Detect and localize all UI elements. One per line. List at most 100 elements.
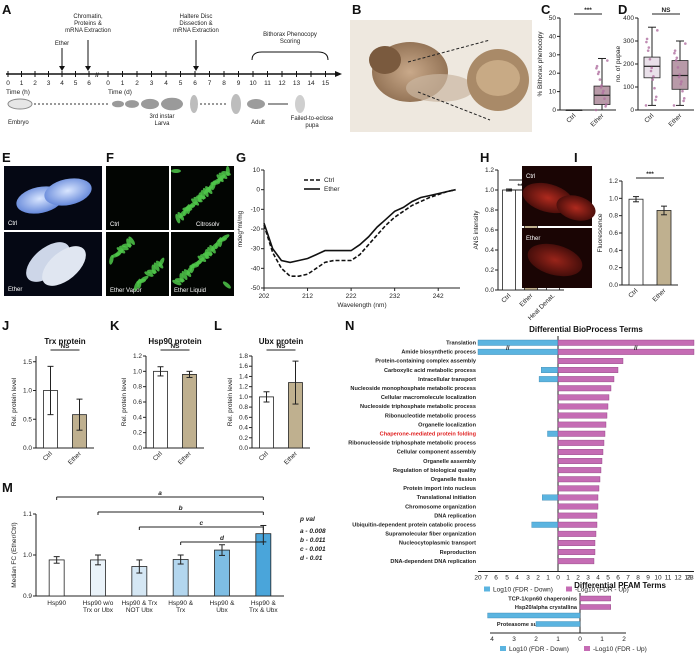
y-tick-label: 0.8 — [609, 213, 618, 220]
y-tick-label: 0.4 — [133, 414, 142, 421]
cell-blob — [126, 238, 132, 248]
hour-tick-label: 0 — [6, 80, 10, 87]
chart-title: Trx protein — [44, 337, 85, 346]
up-bar — [557, 394, 610, 401]
bar — [259, 396, 274, 449]
day-tick-label: 8 — [222, 80, 226, 87]
term-label: Chaperone-mediated protein folding — [380, 432, 477, 438]
x-tick-label: 232 — [389, 293, 400, 300]
term-label: Amide biosynthetic process — [401, 350, 476, 356]
y-axis-label: mdeg*ml/mg — [237, 210, 244, 247]
y-tick-label: 1.2 — [609, 178, 618, 185]
up-bar — [579, 604, 611, 610]
term-label: Protein import into nucleus — [403, 486, 476, 492]
embryo-label: Embryo — [8, 120, 29, 126]
data-point — [656, 29, 659, 32]
data-point — [645, 40, 648, 44]
up-bar — [557, 385, 612, 392]
x-tick-label: 20 — [474, 575, 482, 582]
term-label: Reproduction — [440, 550, 477, 556]
up-bar — [557, 449, 604, 455]
data-point — [600, 83, 603, 87]
fluorescence-images: Ctrl Citrosolv Ether Vapor Ether Liquid — [106, 166, 234, 296]
chromatin-arrowhead — [85, 66, 91, 71]
x-tick-label: 10 — [654, 575, 662, 582]
pval-entry: b - 0.011 — [300, 537, 326, 544]
y-tick-label: 0.2 — [239, 435, 248, 442]
data-point — [672, 104, 676, 107]
fluor-ether-vapor-label: Ether Vapor — [110, 288, 142, 294]
up-bar — [557, 521, 598, 528]
up-bar — [557, 549, 596, 555]
x-tick-label: 2 — [534, 636, 538, 643]
axis-break-mark: // — [634, 345, 638, 352]
pupa-shape — [231, 94, 241, 114]
cell-blob — [133, 281, 139, 291]
term-label: Hsp20/alpha crystallina — [515, 605, 578, 611]
term-label: Cellular component assembly — [397, 450, 477, 456]
fluor-ether-liquid-label: Ether Liquid — [174, 288, 206, 294]
data-point — [674, 59, 678, 62]
x-tick-label: Hsp90 & Trx & Ubx — [249, 600, 278, 614]
up-bar — [557, 403, 609, 410]
up-bar — [557, 439, 605, 446]
y-tick-label: 10 — [253, 167, 261, 174]
significance-label: NS — [276, 343, 286, 350]
larva-shape — [161, 97, 183, 111]
legend-label: Log10 (FDR - Down) — [493, 587, 553, 594]
ans-ether-label: Ether — [526, 236, 540, 242]
x-tick-label: Ether — [283, 450, 300, 467]
term-label: Chromosome organization — [405, 504, 476, 510]
cell-blob — [207, 246, 213, 257]
cell-blob — [211, 242, 218, 252]
bracket-letter: d — [220, 535, 225, 542]
day-tick-label: 2 — [135, 80, 139, 87]
up-bar — [557, 412, 608, 419]
significance-label: NS — [60, 343, 70, 350]
fluor-citrosolv-label: Citrosolv — [196, 222, 219, 228]
axis-break: // — [95, 72, 99, 79]
bar — [656, 210, 672, 286]
legend-label: Ether — [324, 186, 340, 193]
y-tick-label: 1.2 — [485, 167, 494, 174]
y-tick-label: 0.4 — [485, 247, 494, 254]
data-point — [647, 46, 651, 49]
y-axis-label: % Bithorax phenocopy — [537, 31, 544, 97]
y-axis-label: Rel. protein level — [11, 377, 18, 426]
panel-letter-b: B — [352, 2, 361, 17]
up-bar — [557, 512, 598, 519]
bar — [182, 373, 197, 449]
embryo-shape — [7, 98, 33, 110]
cell-blob — [210, 180, 221, 186]
x-tick-label: 5 — [505, 575, 509, 582]
pval-title: p val — [299, 516, 315, 523]
x-tick-label: Hsp90 w/o Trx or Ubx — [83, 600, 114, 614]
cell-blob — [218, 172, 228, 179]
cell-blob — [153, 262, 160, 272]
x-tick-label: 222 — [346, 293, 357, 300]
cell-blob — [203, 186, 212, 194]
cell-blob — [181, 270, 188, 280]
y-tick-label: -10 — [251, 206, 261, 213]
data-point — [673, 49, 677, 52]
up-bar — [557, 540, 596, 546]
data-point — [604, 105, 607, 108]
y-tick-label: 0.6 — [609, 230, 618, 237]
y-tick-label: 1.0 — [239, 394, 248, 401]
bar — [172, 559, 189, 597]
x-tick-label: Ether — [667, 112, 684, 129]
day-tick-label: 15 — [322, 80, 330, 87]
y-tick-label: -30 — [251, 246, 261, 253]
data-point — [652, 75, 655, 78]
cell-blob — [197, 255, 207, 262]
x-tick-label: 3 — [586, 575, 590, 582]
panel-letter-k: K — [110, 318, 120, 333]
data-point — [604, 103, 608, 106]
down-bar — [541, 367, 559, 373]
term-label: Intracellular transport — [418, 377, 476, 383]
x-tick-label: 3 — [512, 636, 516, 643]
cell-blob — [111, 252, 121, 258]
y-axis-label: Fluorescence — [597, 213, 604, 252]
hour-tick-label: 1 — [20, 80, 24, 87]
